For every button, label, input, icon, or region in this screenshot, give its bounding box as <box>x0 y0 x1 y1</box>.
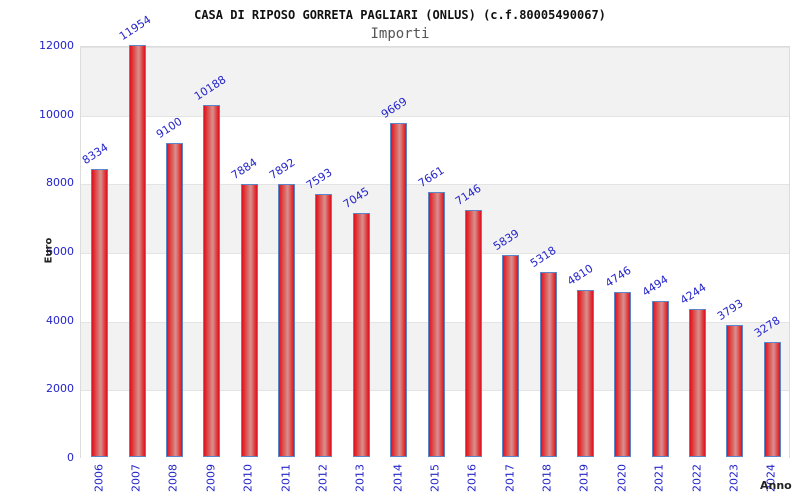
bar-2009 <box>203 105 220 457</box>
y-tick-label: 8000 <box>46 176 74 189</box>
bar-2007 <box>129 45 146 457</box>
x-tick-label: 2021 <box>652 464 666 492</box>
bar-2013 <box>353 213 370 457</box>
plot-band <box>81 47 789 116</box>
y-tick-label: 10000 <box>39 108 74 121</box>
x-tick-label: 2009 <box>204 464 218 492</box>
x-tick-label: 2019 <box>577 464 591 492</box>
bar-2023 <box>726 325 743 457</box>
x-tick-label: 2016 <box>465 464 479 492</box>
x-tick-label: 2012 <box>316 464 330 492</box>
bar-2021 <box>652 301 669 457</box>
bar-2020 <box>614 292 631 457</box>
y-tick-label: 6000 <box>46 245 74 258</box>
bar-2022 <box>689 309 706 457</box>
bar-2014 <box>390 123 407 457</box>
bar-2019 <box>577 290 594 457</box>
x-tick-label: 2023 <box>727 464 741 492</box>
plot-area: 8334 11954 9100 10188 7884 7892 7593 7045 9669 76… <box>80 13 790 459</box>
bar-2006 <box>91 169 108 457</box>
bar-2011 <box>278 184 295 457</box>
y-tick-label: 12000 <box>39 39 74 52</box>
x-tick-label: 2020 <box>615 464 629 492</box>
bar-2012 <box>315 194 332 457</box>
y-tick-label: 2000 <box>46 382 74 395</box>
x-tick-label: 2022 <box>690 464 704 492</box>
y-tick-label: 0 <box>67 451 74 464</box>
bar-2015 <box>428 192 445 457</box>
y-tick-label: 4000 <box>46 314 74 327</box>
plot-band <box>81 115 789 185</box>
x-tick-label: 2006 <box>92 464 106 492</box>
chart-subtitle: Importi <box>370 26 430 42</box>
x-tick-label: 2010 <box>241 464 255 492</box>
x-tick-label: 2018 <box>540 464 554 492</box>
x-tick-label: 2015 <box>428 464 442 492</box>
x-tick-label: 2014 <box>391 464 405 492</box>
bar-2010 <box>241 184 258 457</box>
x-tick-label: 2017 <box>503 464 517 492</box>
x-axis-title: Anno <box>760 479 792 492</box>
bar-2016 <box>465 210 482 457</box>
bar-2017 <box>502 255 519 457</box>
bar-2024 <box>764 342 781 457</box>
x-tick-label: 2013 <box>353 464 367 492</box>
x-tick-label: 2008 <box>166 464 180 492</box>
chart-title: CASA DI RIPOSO GORRETA PAGLIARI (ONLUS) … <box>194 8 606 22</box>
x-tick-label: 2007 <box>129 464 143 492</box>
y-axis-title: Euro <box>43 237 55 264</box>
bar-2018 <box>540 272 557 457</box>
bar-2008 <box>166 143 183 457</box>
x-tick-label: 2011 <box>279 464 293 492</box>
